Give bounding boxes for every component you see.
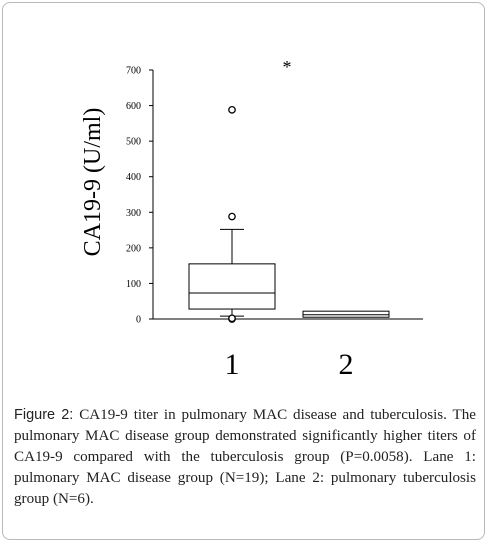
outlier-point [228, 314, 236, 323]
figure-caption: Figure 2: CA19-9 titer in pulmonary MAC … [14, 405, 476, 510]
box-2 [302, 310, 390, 318]
y-tick-label: 700 [126, 66, 141, 77]
box-1 [188, 263, 276, 310]
outlier-point [228, 105, 236, 114]
y-tick-label: 0 [136, 315, 141, 326]
y-tick-label: 400 [126, 172, 141, 183]
x-category-label: 2 [339, 348, 354, 381]
box-plot: CA19-9 (U/ml) 0 100 200 300 400 500 600 700 1 2 * [0, 0, 423, 381]
y-tick-label: 200 [126, 243, 141, 254]
figure-caption-text: CA19-9 titer in pulmonary MAC disease an… [14, 407, 476, 507]
significance-asterisk: * [283, 57, 292, 77]
figure-caption-label: Figure 2: [14, 407, 74, 423]
outlier-point [228, 212, 236, 221]
y-tick-label: 100 [126, 279, 141, 290]
y-axis-label: CA19-9 (U/ml) [80, 108, 106, 257]
y-tick-label: 600 [126, 101, 141, 112]
x-category-label: 1 [225, 348, 240, 381]
y-tick-label: 500 [126, 137, 141, 148]
y-tick-label: 300 [126, 208, 141, 219]
